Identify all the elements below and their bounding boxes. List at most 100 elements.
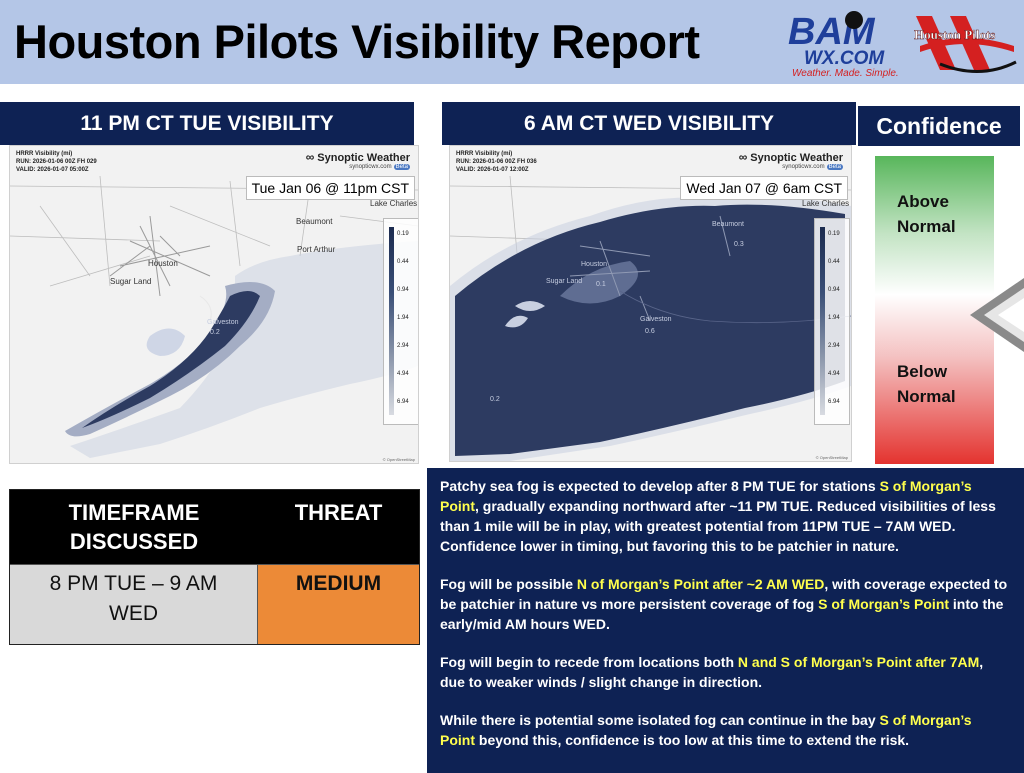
right-visibility-map: Lake Charles Beaumont 0.3 Houston Sugar … xyxy=(449,145,852,462)
timeframe-header-line2: DISCUSSED xyxy=(69,529,199,554)
pilots-logo-swoosh-icon xyxy=(920,38,1014,52)
legend-value: 2.94 xyxy=(397,343,409,349)
right-map-brand: ∞ Synoptic Weather synopticwx.com Beta xyxy=(739,150,843,170)
legend-value: 4.94 xyxy=(397,371,409,377)
right-map-date-label: Wed Jan 07 @ 6am CST xyxy=(680,176,848,200)
threat-header: THREAT xyxy=(294,500,383,525)
timeframe-value: 8 PM TUE – 9 AM WED xyxy=(10,564,258,644)
legend-value: 6.94 xyxy=(397,399,409,405)
place-houston: Houston xyxy=(581,261,607,268)
legend-value: 1.94 xyxy=(828,315,840,321)
discussion-paragraph-2: Fog will be possible N of Morgan’s Point… xyxy=(440,574,1010,634)
legend-value: 0.44 xyxy=(397,259,409,265)
legend-color-bar xyxy=(389,227,394,415)
timeframe-header: TIMEFRAME DISCUSSED xyxy=(10,490,258,564)
visibility-value-label: 0.6 xyxy=(645,328,655,335)
left-map-graphic: Lake Charles Beaumont Port Arthur Housto… xyxy=(10,146,418,463)
legend-value: 0.44 xyxy=(828,259,840,265)
houston-pilots-logo: Houston Pilots xyxy=(914,16,1017,74)
bam-wx-logo: BAM WX.COM Weather. Made. Simple. xyxy=(788,11,899,79)
bam-logo-brand: BAM xyxy=(788,11,876,53)
map-meta-line: HRRR Visibility (mi) xyxy=(16,151,73,157)
discussion-text: , gradually expanding northward after ~1… xyxy=(440,498,996,554)
discussion-paragraph-4: While there is potential some isolated f… xyxy=(440,710,1010,750)
discussion-text: , due to weaker winds / slight change in… xyxy=(440,654,984,690)
discussion-text: into the early/mid AM hours WED. xyxy=(440,596,1004,632)
timeframe-header-line1: TIMEFRAME xyxy=(68,500,200,525)
discussion-panel: Patchy sea fog is expected to develop af… xyxy=(427,468,1024,773)
legend-value: 0.94 xyxy=(828,287,840,293)
place-houston: Houston xyxy=(148,259,178,268)
left-map-date-label: Tue Jan 06 @ 11pm CST xyxy=(245,176,415,200)
map-meta-line: VALID: 2026-01-07 12:00Z xyxy=(456,167,529,173)
legend-value: 6.94 xyxy=(828,399,840,405)
visibility-value-label: 0.1 xyxy=(596,281,606,288)
beta-badge: Beta xyxy=(393,164,410,170)
confidence-below-label: Below Normal xyxy=(897,359,956,409)
timeframe-value-line2: WED xyxy=(109,602,158,625)
discussion-paragraph-1: Patchy sea fog is expected to develop af… xyxy=(440,476,1010,556)
discussion-highlight: S of Morgan’s Point xyxy=(440,712,972,748)
place-sugar-land: Sugar Land xyxy=(110,277,151,286)
place-galveston: Galveston xyxy=(640,316,672,323)
legend-value: 0.19 xyxy=(828,231,840,237)
legend-value: 2.94 xyxy=(828,343,840,349)
left-map-legend: 0.19 0.44 0.94 1.94 2.94 4.94 6.94 xyxy=(383,218,418,425)
discussion-highlight: N of Morgan’s Point after ~2 AM WED xyxy=(576,576,825,592)
place-galveston: Galveston xyxy=(207,319,239,326)
left-map-brand: ∞ Synoptic Weather synopticwx.com Beta xyxy=(306,150,410,170)
left-map-metadata: HRRR Visibility (mi) RUN: 2026-01-06 00Z… xyxy=(16,150,97,174)
beta-badge: Beta xyxy=(826,164,843,170)
bam-logo-globe-icon xyxy=(845,11,863,29)
threat-level-value: MEDIUM xyxy=(258,564,419,644)
brand-name: Synoptic Weather xyxy=(750,152,843,164)
brand-url: synopticwx.com xyxy=(349,164,392,170)
right-map-title: 6 AM CT WED VISIBILITY xyxy=(442,102,856,145)
confidence-pointer-icon xyxy=(970,278,1024,352)
threat-table: TIMEFRAME DISCUSSED THREAT 8 PM TUE – 9 … xyxy=(9,489,420,645)
legend-value: 0.19 xyxy=(397,231,409,237)
discussion-text: Fog will be possible xyxy=(440,576,577,592)
right-map-legend: 0.19 0.44 0.94 1.94 2.94 4.94 6.94 xyxy=(814,218,850,425)
discussion-text: , with coverage expected to be patchier … xyxy=(440,576,1008,612)
legend-value: 0.94 xyxy=(397,287,409,293)
place-sugar-land: Sugar Land xyxy=(546,278,582,285)
infinity-icon: ∞ xyxy=(305,150,315,164)
brand-url: synopticwx.com xyxy=(782,164,825,170)
confidence-below-line2: Normal xyxy=(897,387,956,406)
bam-logo-tagline: Weather. Made. Simple. xyxy=(792,68,899,79)
confidence-gradient: Above Normal Below Normal xyxy=(875,156,994,464)
pilots-logo-wave-icon xyxy=(939,60,1017,74)
confidence-below-line1: Below xyxy=(897,362,948,381)
confidence-above-line1: Above xyxy=(897,192,949,211)
header-bar: Houston Pilots Visibility Report BAM WX.… xyxy=(0,0,1024,84)
visibility-value-label: 0.2 xyxy=(490,396,500,403)
brand-name: Synoptic Weather xyxy=(317,152,410,164)
timeframe-value-line1: 8 PM TUE – 9 AM xyxy=(49,572,218,595)
left-visibility-map: Lake Charles Beaumont Port Arthur Housto… xyxy=(9,145,419,464)
pilots-logo-text: Houston Pilots xyxy=(914,27,995,42)
visibility-value-label: 0.3 xyxy=(734,241,744,248)
map-meta-line: HRRR Visibility (mi) xyxy=(456,151,513,157)
bam-logo-domain: WX.COM xyxy=(804,48,885,69)
left-map-title: 11 PM CT TUE VISIBILITY xyxy=(0,102,414,145)
discussion-highlight: S of Morgan’s Point xyxy=(440,478,972,514)
map-meta-line: RUN: 2026-01-06 00Z FH 029 xyxy=(16,159,97,165)
place-lake-charles: Lake Charles xyxy=(802,199,849,208)
infinity-icon: ∞ xyxy=(738,150,748,164)
confidence-title: Confidence xyxy=(858,106,1020,146)
map-attribution: © OpenStreetMap xyxy=(815,455,848,460)
legend-color-bar xyxy=(820,227,825,415)
legend-value: 1.94 xyxy=(397,315,409,321)
confidence-above-label: Above Normal xyxy=(897,189,956,239)
visibility-value-label: 0.2 xyxy=(210,329,220,336)
map-attribution: © OpenStreetMap xyxy=(382,457,415,462)
place-lake-charles: Lake Charles xyxy=(370,199,417,208)
discussion-highlight: S of Morgan’s Point xyxy=(818,596,950,612)
discussion-paragraph-3: Fog will begin to recede from locations … xyxy=(440,652,1010,692)
legend-value: 4.94 xyxy=(828,371,840,377)
right-map-metadata: HRRR Visibility (mi) RUN: 2026-01-06 00Z… xyxy=(456,150,537,174)
map-meta-line: RUN: 2026-01-06 00Z FH 036 xyxy=(456,159,537,165)
map-meta-line: VALID: 2026-01-07 05:00Z xyxy=(16,167,89,173)
discussion-text: Fog will begin to recede from locations … xyxy=(440,654,738,670)
